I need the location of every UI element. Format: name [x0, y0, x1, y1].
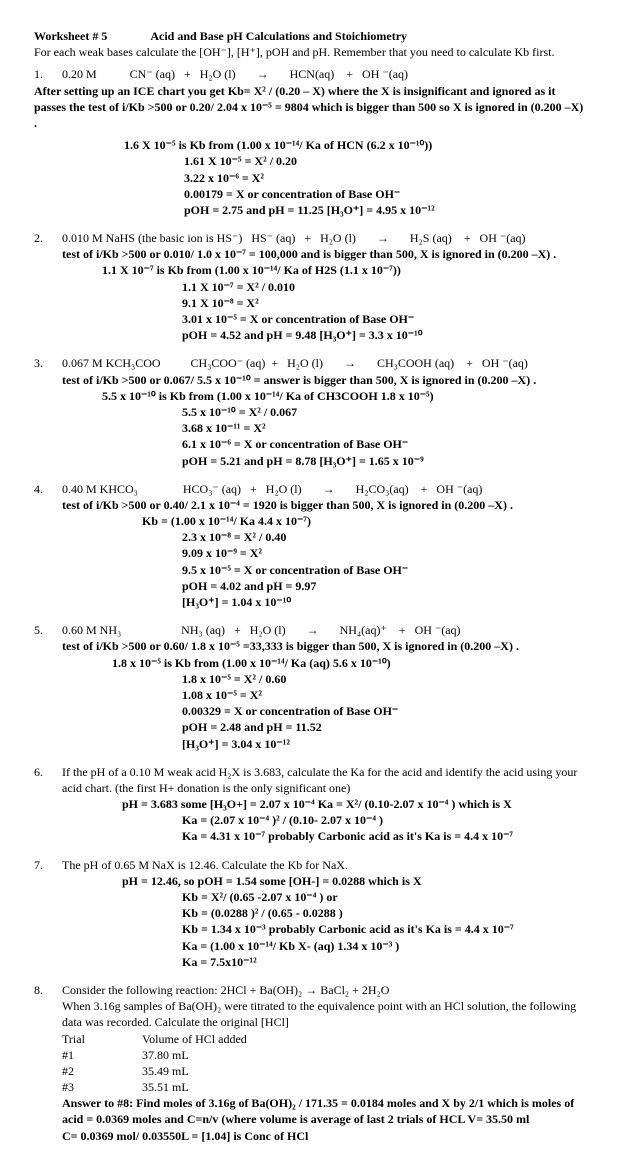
- p4-num: 4.: [34, 481, 62, 611]
- p8-ans3: C= 0.0369 mol/ 0.03550L = [1.04] is Conc…: [62, 1128, 588, 1144]
- p4-line1: 0.40 M KHCO₃ HCO₃⁻ (aq) + H₂O (l) → H₂CO…: [62, 481, 588, 497]
- p7-c2: Kb = X²/ (0.65 -2.07 x 10⁻⁴ ) or: [182, 889, 588, 905]
- p4-c6: [H₃O⁺] = 1.04 x 10⁻¹⁰: [182, 594, 588, 610]
- r3b: 35.51 mL: [142, 1079, 189, 1095]
- p6-c1: pH = 3.683 some [H₃O+] = 2.07 x 10⁻⁴ Ka …: [122, 796, 588, 812]
- p6-line1: If the pH of a 0.10 M weak acid H₂X is 3…: [62, 764, 588, 780]
- problem-3: 3. 0.067 M KCH₃COO CH₃COO⁻ (aq) + H₂O (l…: [34, 355, 588, 468]
- p2-c1: 1.1 X 10⁻⁷ is Kb from (1.00 x 10⁻¹⁴/ Ka …: [102, 262, 588, 278]
- r2a: #2: [62, 1063, 142, 1079]
- p7-c3: Kb = (0.0288 )² / (0.65 - 0.0288 ): [182, 905, 588, 921]
- p7-c5: Ka = (1.00 x 10⁻¹⁴/ Kb X- (aq) 1.34 x 10…: [182, 938, 588, 954]
- problem-2: 2. 0.010 M NaHS (the basic ion is HS⁻) H…: [34, 230, 588, 343]
- p1-after1: After setting up an ICE chart you get Kb…: [34, 83, 588, 99]
- ws-num: Worksheet # 5: [34, 29, 107, 43]
- p3-c2: 5.5 x 10⁻¹⁰ = X² / 0.067: [182, 404, 588, 420]
- p7-c4: Kb = 1.34 x 10⁻³ probably Carbonic acid …: [182, 921, 588, 937]
- p3-test: test of i/Kb >500 or 0.067/ 5.5 x 10⁻¹⁰ …: [62, 372, 588, 388]
- p4-c4: 9.5 x 10⁻⁵ = X or concentration of Base …: [182, 562, 588, 578]
- problem-5: 5. 0.60 M NH₃ NH₃ (aq) + H₂O (l) → NH₄(a…: [34, 622, 588, 752]
- p4-test: test of i/Kb >500 or 0.40/ 2.1 x 10⁻⁴ = …: [62, 497, 588, 513]
- p2-line1: 0.010 M NaHS (the basic ion is HS⁻) HS⁻ …: [62, 230, 588, 246]
- p5-c4: 0.00329 = X or concentration of Base OH⁻: [182, 703, 588, 719]
- p8-num: 8.: [34, 982, 62, 1144]
- p5-c3: 1.08 x 10⁻⁵ = X²: [182, 687, 588, 703]
- p1-num: 1.: [34, 66, 62, 82]
- p5-line1: 0.60 M NH₃ NH₃ (aq) + H₂O (l) → NH₄(aq)⁺…: [62, 622, 588, 638]
- p5-test: test of i/Kb >500 or 0.60/ 1.8 x 10⁻⁵ =3…: [62, 638, 588, 654]
- p8-ans1: Answer to #8: Find moles of 3.16g of Ba(…: [62, 1095, 588, 1111]
- p6-line2: acid chart. (the first H+ donation is th…: [62, 780, 588, 796]
- r1a: #1: [62, 1047, 142, 1063]
- p2-c5: pOH = 4.52 and pH = 9.48 [H₃O⁺] = 3.3 x …: [182, 327, 588, 343]
- p1-c3: 3.22 x 10⁻⁶ = X²: [184, 170, 588, 186]
- p8-ans2: acid = 0.0369 moles and C=n/v (where vol…: [62, 1111, 588, 1127]
- p5-c6: [H₃O⁺] = 3.04 x 10⁻¹²: [182, 736, 588, 752]
- p1-c1: 1.6 X 10⁻⁵ is Kb from (1.00 x 10⁻¹⁴/ Ka …: [124, 137, 588, 153]
- p4-c5: pOH = 4.02 and pH = 9.97: [182, 578, 588, 594]
- p5-num: 5.: [34, 622, 62, 752]
- problem-4: 4. 0.40 M KHCO₃ HCO₃⁻ (aq) + H₂O (l) → H…: [34, 481, 588, 611]
- p5-c1: 1.8 x 10⁻⁵ is Kb from (1.00 x 10⁻¹⁴/ Ka …: [112, 655, 588, 671]
- r3a: #3: [62, 1079, 142, 1095]
- p3-c4: 6.1 x 10⁻⁶ = X or concentration of Base …: [182, 436, 588, 452]
- problem-7: 7. The pH of 0.65 M NaX is 12.46. Calcul…: [34, 857, 588, 970]
- p4-c2: 2.3 x 10⁻⁸ = X² / 0.40: [182, 529, 588, 545]
- p8-line3: data was recorded. Calculate the origina…: [62, 1014, 588, 1030]
- th-vol: Volume of HCl added: [142, 1031, 247, 1047]
- problem-6: 6. If the pH of a 0.10 M weak acid H₂X i…: [34, 764, 588, 845]
- p1-eq: CN⁻ (aq) + H₂O (l) → HCN(aq) + OH ⁻(aq): [130, 67, 408, 81]
- p3-c3: 3.68 x 10⁻¹¹ = X²: [182, 420, 588, 436]
- p2-c2: 1.1 X 10⁻⁷ = X² / 0.010: [182, 279, 588, 295]
- r1b: 37.80 mL: [142, 1047, 189, 1063]
- p8-table: Trial Volume of HCl added #1 37.80 mL #2…: [62, 1031, 588, 1096]
- p1-conc: 0.20 M: [62, 67, 97, 81]
- p8-line1: Consider the following reaction: 2HCl + …: [62, 982, 588, 998]
- p3-line1: 0.067 M KCH₃COO CH₃COO⁻ (aq) + H₂O (l) →…: [62, 355, 588, 371]
- p2-num: 2.: [34, 230, 62, 343]
- problem-1: 1. 0.20 M CN⁻ (aq) + H₂O (l) → HCN(aq) +…: [34, 66, 588, 82]
- p6-c3: Ka = 4.31 x 10⁻⁷ probably Carbonic acid …: [182, 828, 588, 844]
- header: Worksheet # 5 Acid and Base pH Calculati…: [34, 28, 588, 44]
- p1-c5: pOH = 2.75 and pH = 11.25 [H₃O⁺] = 4.95 …: [184, 202, 588, 218]
- p7-line1: The pH of 0.65 M NaX is 12.46. Calculate…: [62, 857, 588, 873]
- th-trial: Trial: [62, 1031, 142, 1047]
- p6-c2: Ka = (2.07 x 10⁻⁴ )² / (0.10- 2.07 x 10⁻…: [182, 812, 588, 828]
- p3-num: 3.: [34, 355, 62, 468]
- p2-test: test of i/Kb >500 or 0.010/ 1.0 x 10⁻⁷ =…: [62, 246, 588, 262]
- p4-c1: Kb = (1.00 x 10⁻¹⁴/ Ka 4.4 x 10⁻⁷): [142, 513, 588, 529]
- p8-line2: When 3.16g samples of Ba(OH)₂ were titra…: [62, 998, 588, 1014]
- p7-num: 7.: [34, 857, 62, 970]
- p2-c3: 9.1 X 10⁻⁸ = X²: [182, 295, 588, 311]
- p5-c5: pOH = 2.48 and pH = 11.52: [182, 719, 588, 735]
- p1-c4: 0.00179 = X or concentration of Base OH⁻: [184, 186, 588, 202]
- p7-c6: Ka = 7.5x10⁻¹²: [182, 954, 588, 970]
- ws-title: Acid and Base pH Calculations and Stoich…: [150, 29, 407, 43]
- problem-8: 8. Consider the following reaction: 2HCl…: [34, 982, 588, 1144]
- p5-c2: 1.8 x 10⁻⁵ = X² / 0.60: [182, 671, 588, 687]
- p6-num: 6.: [34, 764, 62, 845]
- p1-after2: passes the test of i/Kb >500 or 0.20/ 2.…: [34, 99, 588, 131]
- p3-c5: pOH = 5.21 and pH = 8.78 [H₃O⁺] = 1.65 x…: [182, 453, 588, 469]
- p1-c2: 1.61 X 10⁻⁵ = X² / 0.20: [184, 153, 588, 169]
- p2-c4: 3.01 x 10⁻⁵ = X or concentration of Base…: [182, 311, 588, 327]
- p7-c1: pH = 12.46, so pOH = 1.54 some [OH-] = 0…: [122, 873, 588, 889]
- r2b: 35.49 mL: [142, 1063, 189, 1079]
- intro: For each weak bases calculate the [OH⁻],…: [34, 44, 588, 60]
- p3-c1: 5.5 x 10⁻¹⁰ is Kb from (1.00 x 10⁻¹⁴/ Ka…: [102, 388, 588, 404]
- p4-c3: 9.09 x 10⁻⁹ = X²: [182, 545, 588, 561]
